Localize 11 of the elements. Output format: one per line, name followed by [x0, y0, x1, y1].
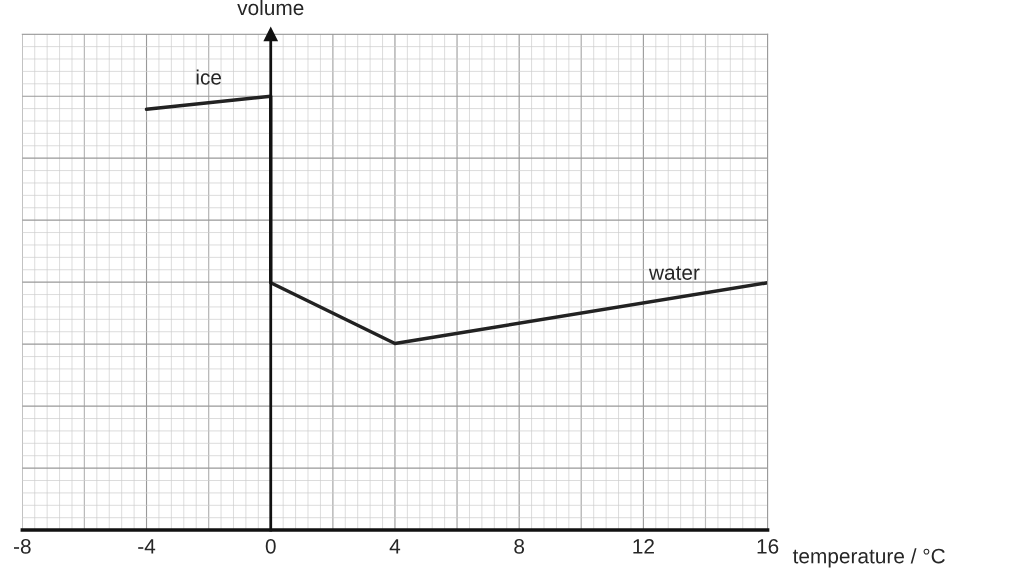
x-tick-label: 0 — [265, 538, 276, 554]
x-tick-label: 8 — [514, 538, 525, 554]
x-tick-label: -8 — [13, 538, 31, 554]
x-tick-label: -4 — [138, 539, 156, 554]
x-tick-label: 12 — [633, 538, 654, 554]
x-tick-label: 4 — [389, 539, 401, 554]
x-axis-title: temperature / °C — [792, 548, 945, 568]
x-tick-label: 16 — [757, 538, 779, 554]
y-axis-title: volume — [237, 0, 304, 16]
annotation: water — [648, 266, 700, 280]
annotation: ice — [196, 69, 222, 85]
